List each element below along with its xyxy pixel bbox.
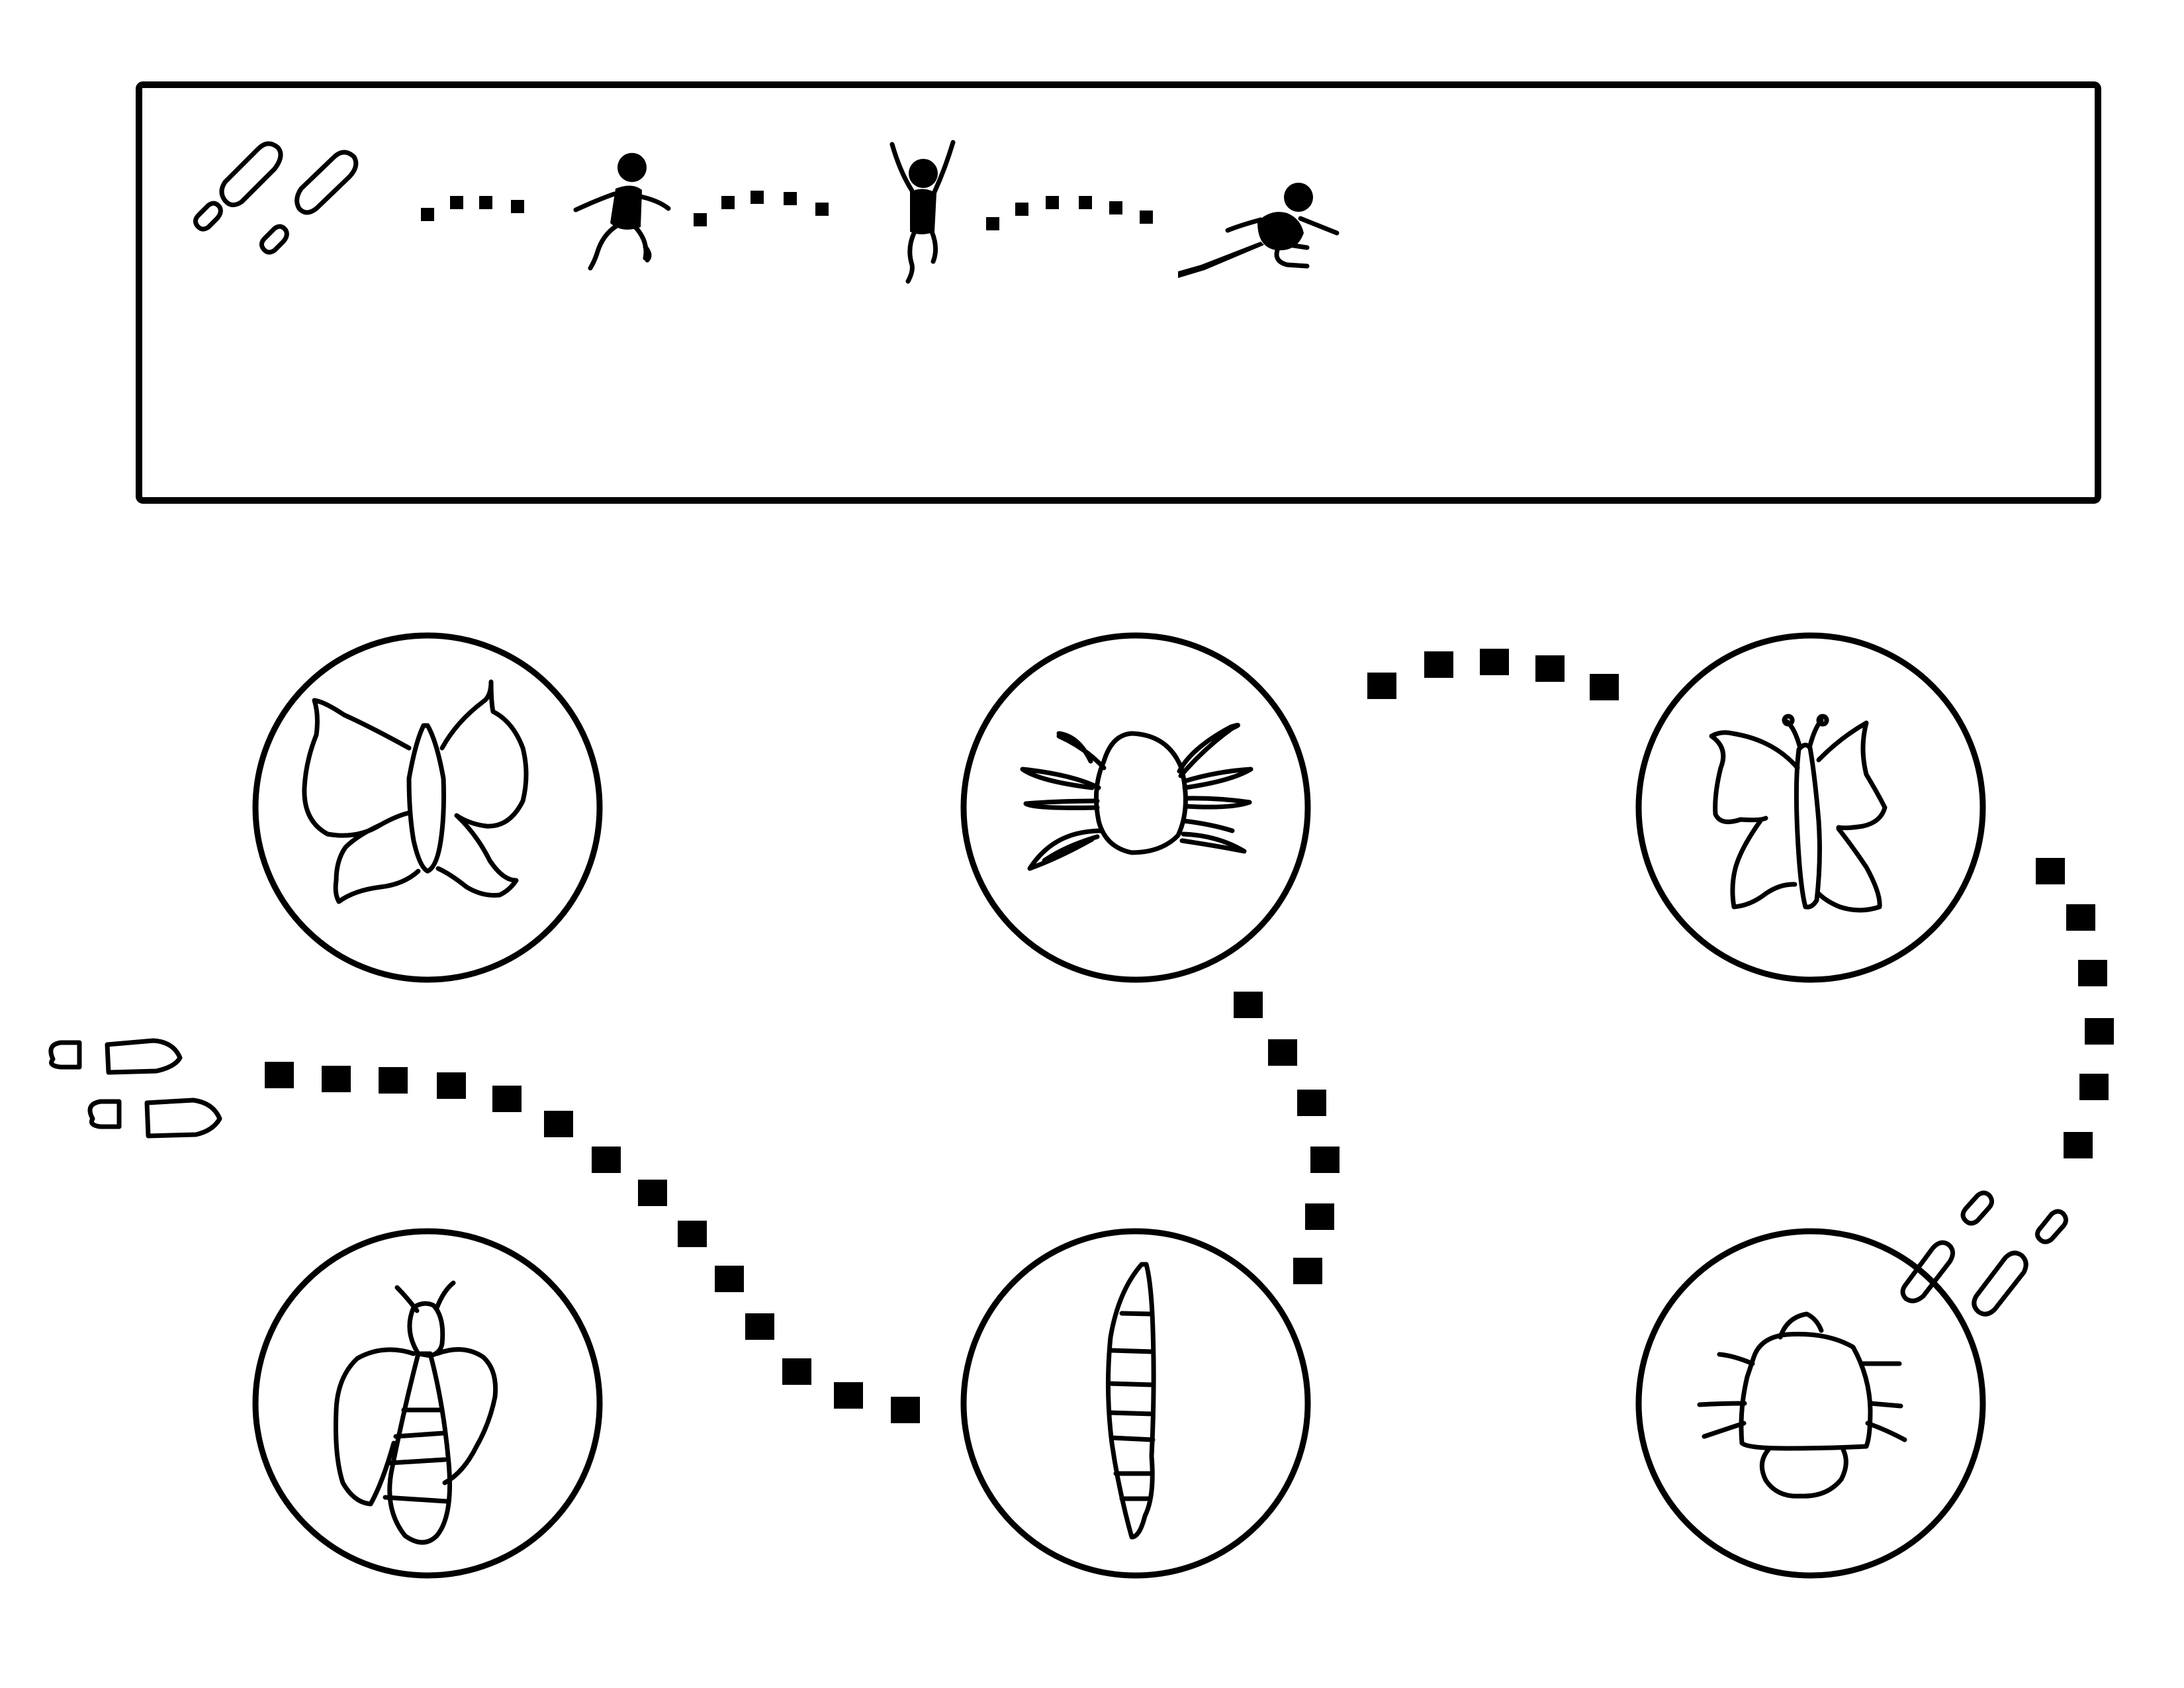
dotted-connector <box>694 191 829 226</box>
beetle-icon <box>1697 1311 1907 1499</box>
spider-icon <box>1020 722 1253 871</box>
station-bee <box>252 1228 603 1579</box>
butterfly-side-icon <box>1709 714 1888 913</box>
butterfly-icon <box>302 679 529 904</box>
station-beetle <box>1635 1228 1986 1579</box>
dotted-path <box>48 649 2114 1423</box>
instruction-box <box>136 81 2101 504</box>
end-footprints-icon <box>1900 1190 2068 1317</box>
station-butterfly <box>252 632 603 983</box>
dotted-connector <box>986 196 1153 230</box>
dotted-connector <box>421 196 524 221</box>
station-larva <box>960 1228 1311 1579</box>
crouching-child-icon <box>1178 183 1340 278</box>
larva-icon <box>1105 1262 1156 1540</box>
footprints-icon <box>193 141 359 255</box>
station-spider <box>960 632 1311 983</box>
start-footprints-icon <box>48 1038 222 1139</box>
jumping-child-icon <box>889 140 956 284</box>
bee-icon <box>333 1280 498 1545</box>
station-butterfly-side <box>1635 632 1986 983</box>
running-child-icon <box>573 153 671 271</box>
